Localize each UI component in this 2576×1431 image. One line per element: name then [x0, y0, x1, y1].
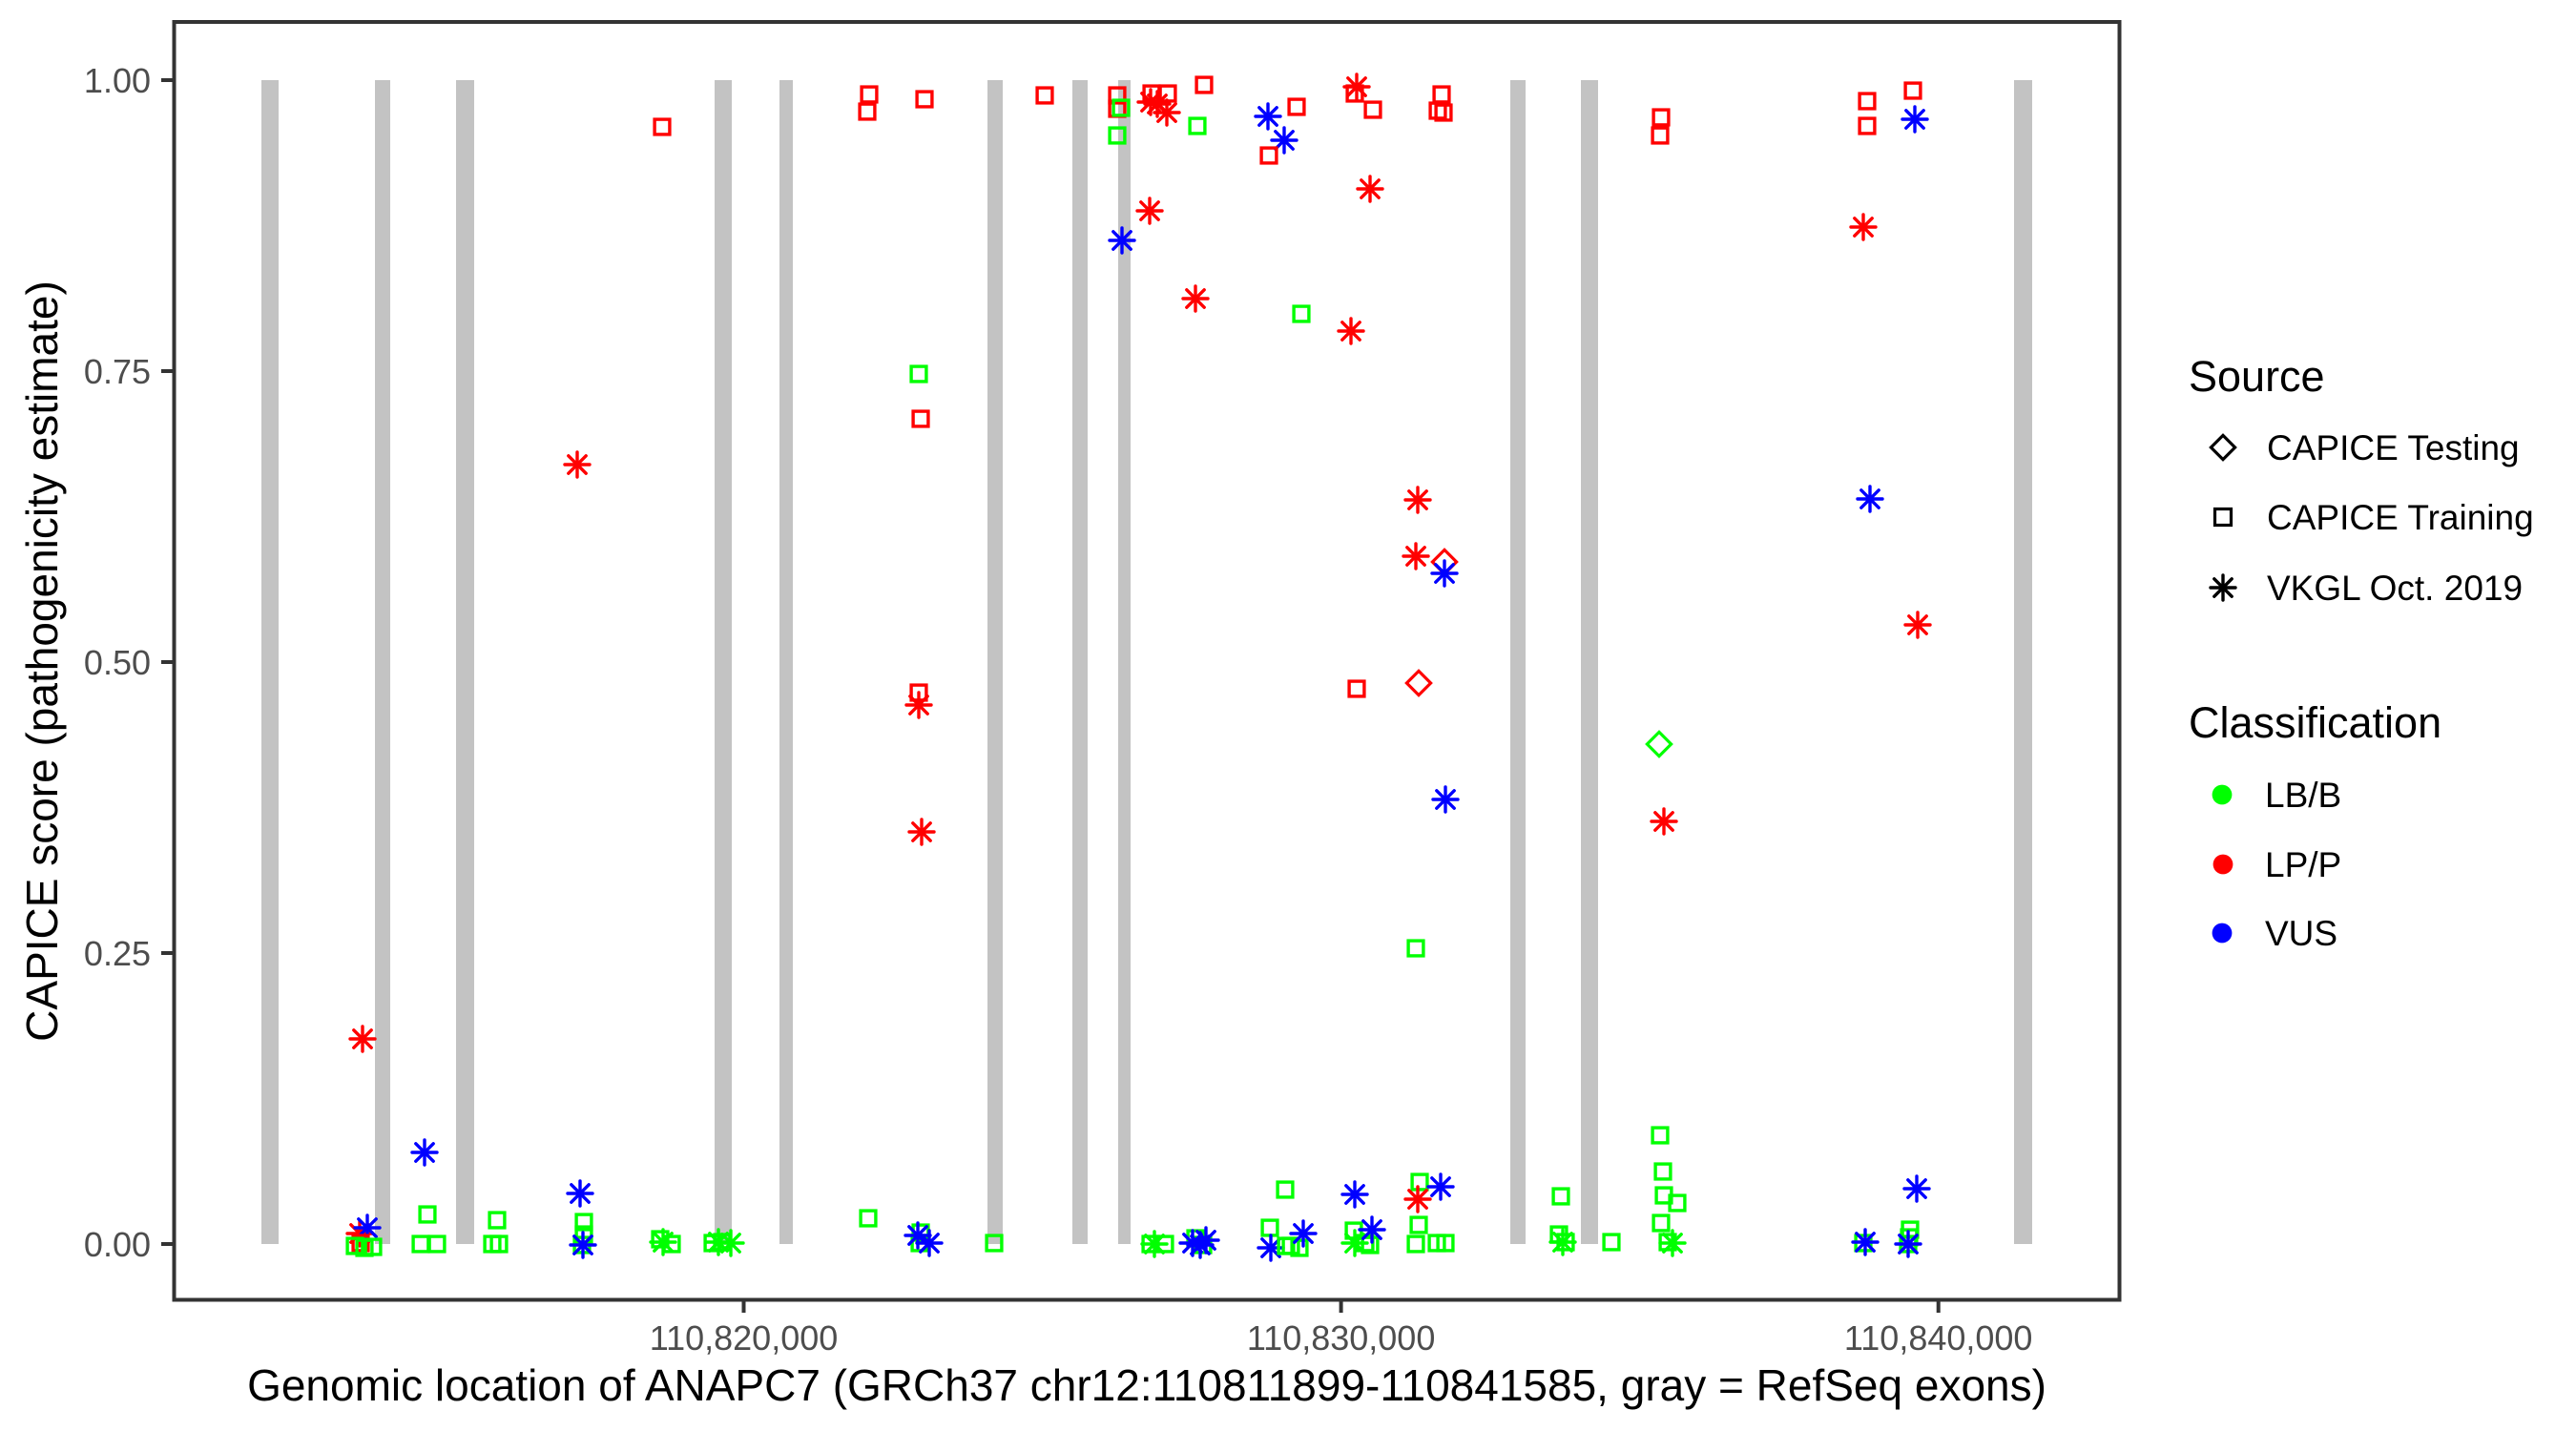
svg-text:VKGL Oct. 2019: VKGL Oct. 2019 — [2267, 569, 2523, 608]
svg-text:110,830,000: 110,830,000 — [1247, 1318, 1436, 1358]
svg-text:Source: Source — [2189, 352, 2325, 401]
svg-text:Genomic location of ANAPC7 (GR: Genomic location of ANAPC7 (GRCh37 chr12… — [247, 1360, 2046, 1410]
svg-text:1.00: 1.00 — [84, 61, 151, 100]
svg-text:0.75: 0.75 — [84, 352, 151, 391]
svg-text:VUS: VUS — [2265, 914, 2337, 953]
svg-text:LB/B: LB/B — [2265, 776, 2341, 815]
svg-text:LP/P: LP/P — [2265, 845, 2341, 884]
svg-text:110,840,000: 110,840,000 — [1844, 1318, 2033, 1358]
svg-text:CAPICE Training: CAPICE Training — [2267, 498, 2534, 537]
svg-text:0.00: 0.00 — [84, 1225, 151, 1264]
svg-text:CAPICE score (pathogenicity es: CAPICE score (pathogenicity estimate) — [17, 280, 67, 1042]
svg-text:110,820,000: 110,820,000 — [650, 1318, 839, 1358]
svg-text:Classification: Classification — [2189, 698, 2441, 747]
svg-text:CAPICE Testing: CAPICE Testing — [2267, 428, 2520, 467]
svg-text:0.50: 0.50 — [84, 643, 151, 682]
svg-text:0.25: 0.25 — [84, 934, 151, 973]
